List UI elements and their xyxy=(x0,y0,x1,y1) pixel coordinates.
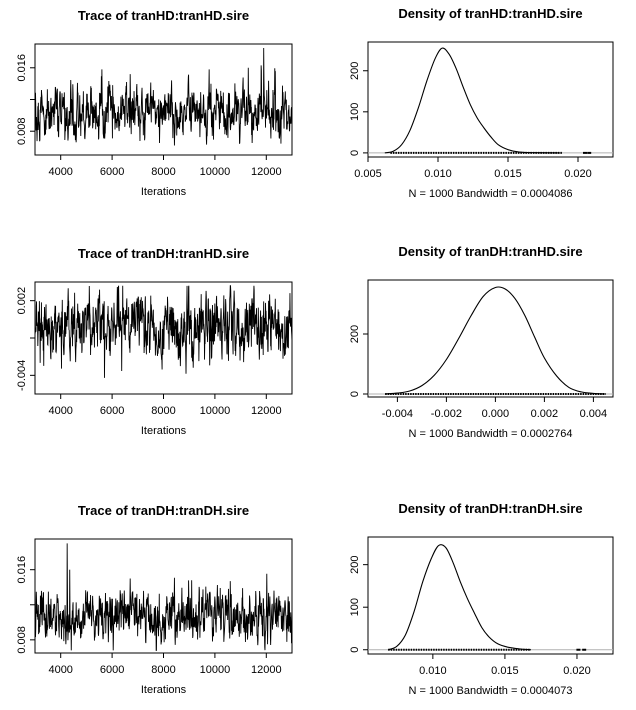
x-axis-label: N = 1000 Bandwidth = 0.0002764 xyxy=(409,428,573,440)
y-tick-label: 0 xyxy=(349,150,361,156)
x-tick-label: 8000 xyxy=(151,664,175,676)
x-tick-label: 6000 xyxy=(100,405,124,417)
x-tick-label: 4000 xyxy=(48,664,72,676)
density-curve xyxy=(385,286,606,395)
chart-panel-5: Trace of tranDH:tranDH.sire 4000 6000 8000 1… xyxy=(16,503,293,696)
x-tick-label: 0.000 xyxy=(482,408,510,420)
x-tick-label: 4000 xyxy=(48,405,72,417)
x-tick-label: 10000 xyxy=(200,664,231,676)
trace-line xyxy=(35,543,292,651)
chart-panel-6: Density of tranDH:tranDH.sire 0.010 0.015 0… xyxy=(349,501,614,697)
y-tick-label: 100 xyxy=(349,598,361,616)
x-tick-label: 4000 xyxy=(48,166,72,178)
x-axis-label: Iterations xyxy=(141,684,187,696)
y-tick-label: 0.016 xyxy=(16,556,28,584)
chart-panel-3: Trace of tranDH:tranHD.sire 4000 6000 8000 1… xyxy=(16,246,293,437)
x-tick-label: 0.020 xyxy=(563,665,591,677)
x-tick-label: 12000 xyxy=(251,405,282,417)
chart-title: Density of tranDH:tranHD.sire xyxy=(398,244,582,259)
chart-title: Density of tranDH:tranDH.sire xyxy=(398,501,582,516)
x-axis-label: N = 1000 Bandwidth = 0.0004073 xyxy=(409,685,573,697)
chart-title: Density of tranHD:tranHD.sire xyxy=(398,6,582,21)
x-tick-label: 8000 xyxy=(151,405,175,417)
y-tick-label: 200 xyxy=(349,62,361,80)
chart-title: Trace of tranHD:tranHD.sire xyxy=(78,8,249,23)
y-tick-label: 0.008 xyxy=(16,117,28,145)
y-tick-label: 200 xyxy=(349,555,361,573)
y-tick-label: -0.004 xyxy=(16,360,28,391)
chart-panel-1: Trace of tranHD:tranHD.sire 4000 6000 8000 1… xyxy=(16,8,293,198)
plot-frame xyxy=(367,279,614,398)
y-tick-label: 0 xyxy=(349,647,361,653)
x-axis-label: N = 1000 Bandwidth = 0.0004086 xyxy=(409,188,573,200)
x-tick-label: 0.020 xyxy=(564,168,592,180)
x-tick-label: 0.005 xyxy=(354,168,382,180)
density-curve xyxy=(384,47,560,154)
chart-panel-2: Density of tranHD:tranHD.sire 0.005 0.010 0… xyxy=(349,6,614,200)
x-tick-label: 10000 xyxy=(200,405,231,417)
x-tick-label: 0.004 xyxy=(580,408,608,420)
trace-line xyxy=(35,285,292,378)
x-tick-label: 12000 xyxy=(251,166,282,178)
x-axis-label: Iterations xyxy=(141,186,187,198)
y-tick-label: 0 xyxy=(349,391,361,397)
x-tick-label: 0.015 xyxy=(491,665,519,677)
plot-frame xyxy=(367,536,614,655)
y-tick-label: 0.008 xyxy=(16,626,28,654)
trace-line xyxy=(35,47,292,146)
x-tick-label: 0.002 xyxy=(531,408,559,420)
y-tick-label: 200 xyxy=(349,325,361,343)
x-tick-label: -0.002 xyxy=(431,408,462,420)
x-tick-label: 10000 xyxy=(200,166,231,178)
density-curve xyxy=(387,544,531,651)
plot-frame xyxy=(367,41,614,158)
chart-title: Trace of tranDH:tranDH.sire xyxy=(78,503,249,518)
chart-panel-4: Density of tranDH:tranHD.sire -0.004 -0.00… xyxy=(349,244,614,440)
x-tick-label: 0.010 xyxy=(424,168,452,180)
x-tick-label: 6000 xyxy=(100,166,124,178)
x-tick-label: 0.015 xyxy=(494,168,522,180)
x-tick-label: 0.010 xyxy=(419,665,447,677)
x-axis-label: Iterations xyxy=(141,425,187,437)
x-tick-label: 12000 xyxy=(251,664,282,676)
x-tick-label: 8000 xyxy=(151,166,175,178)
y-tick-label: 100 xyxy=(349,103,361,121)
y-tick-label: 0.002 xyxy=(16,287,28,315)
x-tick-label: 6000 xyxy=(100,664,124,676)
y-tick-label: 0.016 xyxy=(16,54,28,82)
x-tick-label: -0.004 xyxy=(382,408,413,420)
plot-frame xyxy=(34,538,293,654)
chart-title: Trace of tranDH:tranHD.sire xyxy=(78,246,249,261)
